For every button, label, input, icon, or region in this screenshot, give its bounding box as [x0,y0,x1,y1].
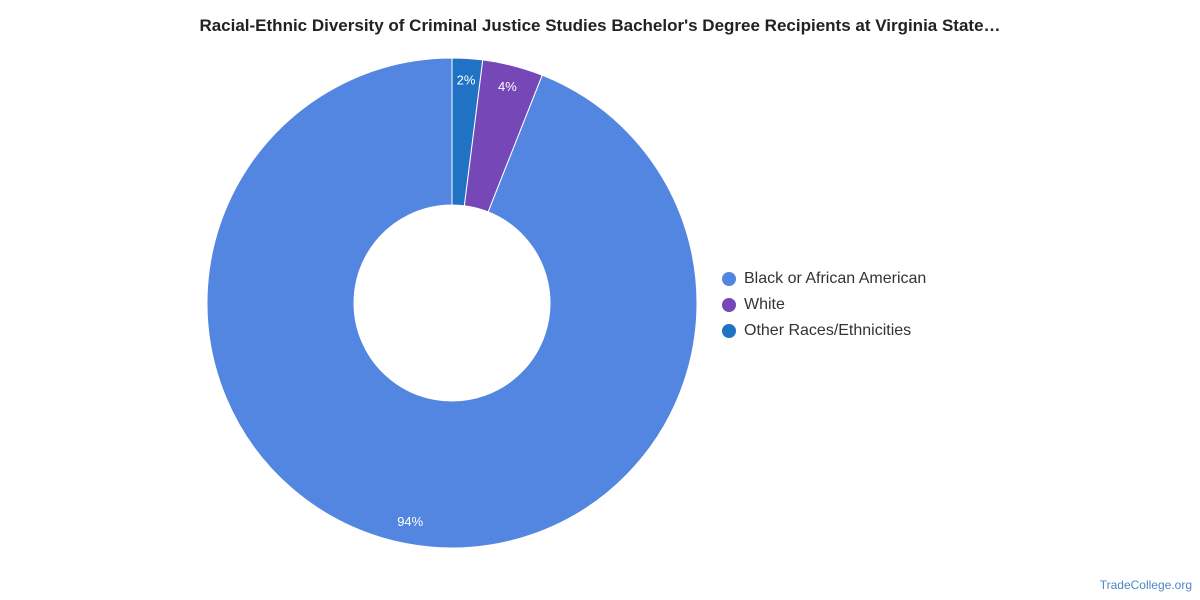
legend-item-other-races-ethnicities[interactable]: Other Races/Ethnicities [722,318,926,344]
legend-swatch [722,272,736,286]
legend-item-white[interactable]: White [722,292,926,318]
slice-value-label: 2% [457,72,476,87]
slices-group [206,57,698,549]
slice-value-label: 4% [498,79,517,94]
legend-swatch [722,298,736,312]
slice-value-label: 94% [397,514,423,529]
legend-item-black-or-african-american[interactable]: Black or African American [722,266,926,292]
slice-labels-group: 94% 4% 2% [397,72,517,529]
donut-slice-other-races-ethnicities[interactable] [451,57,484,207]
legend-label: Other Races/Ethnicities [744,322,912,339]
legend-label: Black or African American [744,270,927,287]
donut-slice-black-or-african-american[interactable] [206,57,698,549]
legend-swatch [722,324,736,338]
chart-title: Racial-Ethnic Diversity of Criminal Just… [199,16,1001,35]
legend: Black or African American White Other Ra… [722,266,926,344]
legend-label: White [744,296,785,313]
source-credit[interactable]: TradeCollege.org [1099,578,1192,592]
